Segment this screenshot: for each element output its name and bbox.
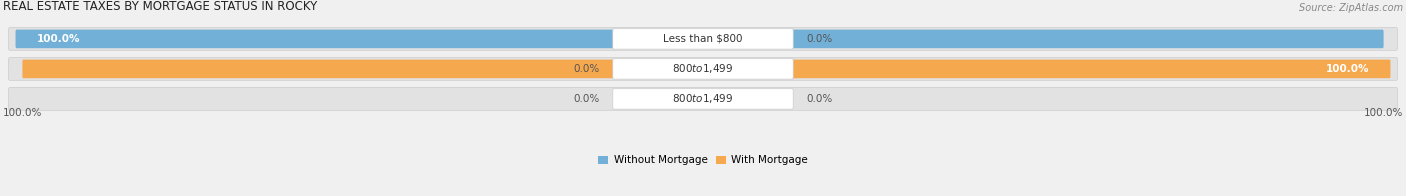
- FancyBboxPatch shape: [8, 27, 1398, 50]
- Text: 0.0%: 0.0%: [574, 64, 600, 74]
- FancyBboxPatch shape: [15, 30, 1384, 48]
- Text: REAL ESTATE TAXES BY MORTGAGE STATUS IN ROCKY: REAL ESTATE TAXES BY MORTGAGE STATUS IN …: [3, 0, 316, 13]
- Legend: Without Mortgage, With Mortgage: Without Mortgage, With Mortgage: [593, 151, 813, 170]
- FancyBboxPatch shape: [613, 89, 793, 109]
- Text: Less than $800: Less than $800: [664, 34, 742, 44]
- FancyBboxPatch shape: [8, 57, 1398, 80]
- Text: 0.0%: 0.0%: [806, 94, 832, 104]
- Text: $800 to $1,499: $800 to $1,499: [672, 93, 734, 105]
- Text: 0.0%: 0.0%: [574, 94, 600, 104]
- FancyBboxPatch shape: [22, 60, 1391, 78]
- Text: Source: ZipAtlas.com: Source: ZipAtlas.com: [1299, 3, 1403, 13]
- Text: 100.0%: 100.0%: [1364, 108, 1403, 118]
- FancyBboxPatch shape: [613, 29, 793, 49]
- Text: 100.0%: 100.0%: [37, 34, 80, 44]
- Text: 100.0%: 100.0%: [3, 108, 42, 118]
- Text: 0.0%: 0.0%: [806, 34, 832, 44]
- FancyBboxPatch shape: [8, 88, 1398, 110]
- Text: $800 to $1,499: $800 to $1,499: [672, 62, 734, 75]
- FancyBboxPatch shape: [613, 59, 793, 79]
- Text: 100.0%: 100.0%: [1326, 64, 1369, 74]
